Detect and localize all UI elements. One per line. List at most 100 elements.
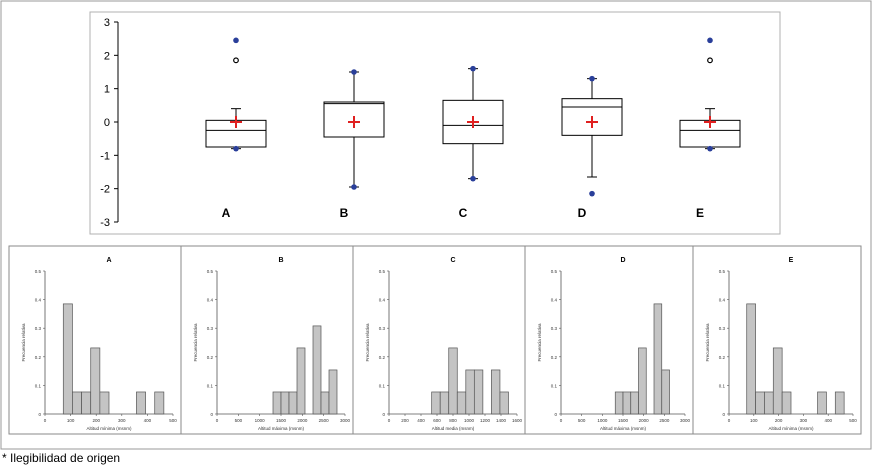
histogram-x-tick-label: 1400 — [496, 418, 507, 423]
histogram-bar — [614, 391, 624, 415]
outlier-point — [707, 57, 713, 64]
histogram-x-label: Altitud máxima (msnm) — [258, 426, 305, 431]
histogram-bar — [491, 369, 501, 415]
histogram-bar — [62, 303, 73, 415]
histogram-x-tick-label: 0 — [388, 418, 391, 423]
histogram-y-tick-label: 0.4 — [379, 298, 386, 303]
histogram-y-tick-label: 0.5 — [551, 269, 558, 274]
extreme-point — [589, 190, 595, 197]
histogram-y-tick-label: 0.4 — [35, 298, 42, 303]
boxplot-y-tick-label: 2 — [104, 50, 110, 62]
histogram-y-tick-label: 0.4 — [719, 298, 726, 303]
extreme-point — [707, 145, 713, 152]
histogram-x-tick-label: 0 — [560, 418, 563, 423]
histogram-y-tick-label: 0.3 — [551, 326, 558, 331]
histogram-bar — [154, 391, 165, 415]
extreme-point — [470, 175, 476, 182]
histogram-bar — [772, 347, 783, 415]
histogram-y-label: Frecuencia relativa — [21, 323, 26, 362]
histogram-y-tick-label: 0.2 — [551, 355, 558, 360]
histogram-y-tick-label: 0.2 — [719, 355, 726, 360]
histogram-x-tick-label: 200 — [401, 418, 409, 423]
extreme-point — [470, 65, 476, 72]
histogram-y-tick-label: 0.3 — [379, 326, 386, 331]
histogram-x-tick-label: 500 — [849, 418, 857, 423]
histogram-x-tick-label: 0 — [728, 418, 731, 423]
histogram-bar — [456, 391, 467, 415]
histogram-y-tick-label: 0.2 — [35, 355, 42, 360]
histogram-y-tick-label: 0.5 — [719, 269, 726, 274]
histogram-y-label: Frecuencia relativa — [537, 323, 542, 362]
histogram-y-tick-label: 0.1 — [35, 383, 42, 388]
histogram-x-tick-label: 300 — [800, 418, 808, 423]
histogram-bar — [288, 391, 298, 415]
box-C: C — [442, 65, 504, 220]
box-A: A — [205, 37, 267, 220]
histogram-bar — [499, 391, 509, 415]
box-category-label: A — [222, 206, 231, 220]
histogram-y-tick-label: 0.3 — [35, 326, 42, 331]
histogram-x-tick-label: 500 — [578, 418, 586, 423]
histogram-y-tick-label: 0 — [210, 412, 213, 417]
histogram-bar — [272, 391, 282, 415]
histogram-y-tick-label: 0.3 — [719, 326, 726, 331]
extreme-point — [233, 37, 239, 44]
histogram-bar — [72, 391, 82, 415]
histogram-bar — [320, 391, 330, 415]
histogram-title: A — [106, 257, 111, 264]
histogram-bar — [630, 391, 639, 415]
histogram-x-tick-label: 2000 — [639, 418, 650, 423]
box-B: B — [323, 69, 385, 220]
histogram-bar — [781, 391, 792, 415]
histogram-bar — [328, 369, 338, 415]
histogram-x-tick-label: 2000 — [297, 418, 308, 423]
box-category-label: E — [696, 206, 704, 220]
histogram-y-tick-label: 0.5 — [35, 269, 42, 274]
histogram-bar — [661, 369, 670, 415]
histogram-bar — [817, 391, 827, 415]
histogram-bar — [653, 303, 663, 415]
histogram-x-tick-label: 100 — [750, 418, 758, 423]
histogram-x-label: Altitud mínima (msnm) — [768, 426, 814, 431]
histogram-title: D — [620, 257, 625, 264]
histogram-x-tick-label: 3000 — [680, 418, 691, 423]
histogram-title: B — [278, 257, 283, 264]
histogram-x-tick-label: 200 — [775, 418, 783, 423]
histogram-y-label: Frecuencia relativa — [705, 323, 710, 362]
boxplot-y-tick-label: -2 — [100, 184, 110, 196]
histogram-x-tick-label: 1200 — [480, 418, 491, 423]
box-category-label: D — [578, 206, 587, 220]
extreme-point — [589, 75, 595, 82]
histogram-x-tick-label: 300 — [118, 418, 126, 423]
histogram-x-tick-label: 2500 — [659, 418, 670, 423]
histogram-y-tick-label: 0.1 — [551, 383, 558, 388]
histogram-x-tick-label: 1000 — [255, 418, 266, 423]
histogram-x-tick-label: 1000 — [597, 418, 608, 423]
histogram-x-tick-label: 0 — [216, 418, 219, 423]
histogram-bar — [448, 347, 458, 415]
histogram-x-tick-label: 500 — [169, 418, 177, 423]
box-category-label: B — [340, 206, 349, 220]
histogram-bar — [638, 347, 647, 415]
histogram-bar — [473, 369, 484, 415]
histogram-x-label: Altitud mínima (msnm) — [86, 426, 132, 431]
histogram-bar — [81, 391, 92, 415]
histogram-x-tick-label: 400 — [417, 418, 425, 423]
histogram-x-tick-label: 500 — [235, 418, 243, 423]
histogram-x-tick-label: 400 — [824, 418, 832, 423]
histogram-y-label: Frecuencia relativa — [365, 323, 370, 362]
histogram-bar — [755, 391, 765, 415]
histogram-x-tick-label: 100 — [67, 418, 75, 423]
boxplot: -3 -2 -1 0 1 2 3 A B C D E — [100, 17, 741, 229]
histogram-bar — [746, 303, 756, 415]
boxplot-frame — [89, 11, 781, 235]
extreme-point — [233, 145, 239, 152]
histogram-x-tick-label: 1500 — [618, 418, 629, 423]
histogram-title: C — [450, 257, 455, 264]
extreme-point — [351, 69, 357, 75]
histogram-bar — [764, 391, 774, 415]
histogram-x-label: Altitud media (msnm) — [432, 426, 475, 431]
histogram-A: A 0 0.1 0.2 0.3 0.4 0.5 Frecuencia relativa 0 100… — [21, 257, 177, 431]
histogram-bar — [296, 347, 306, 415]
